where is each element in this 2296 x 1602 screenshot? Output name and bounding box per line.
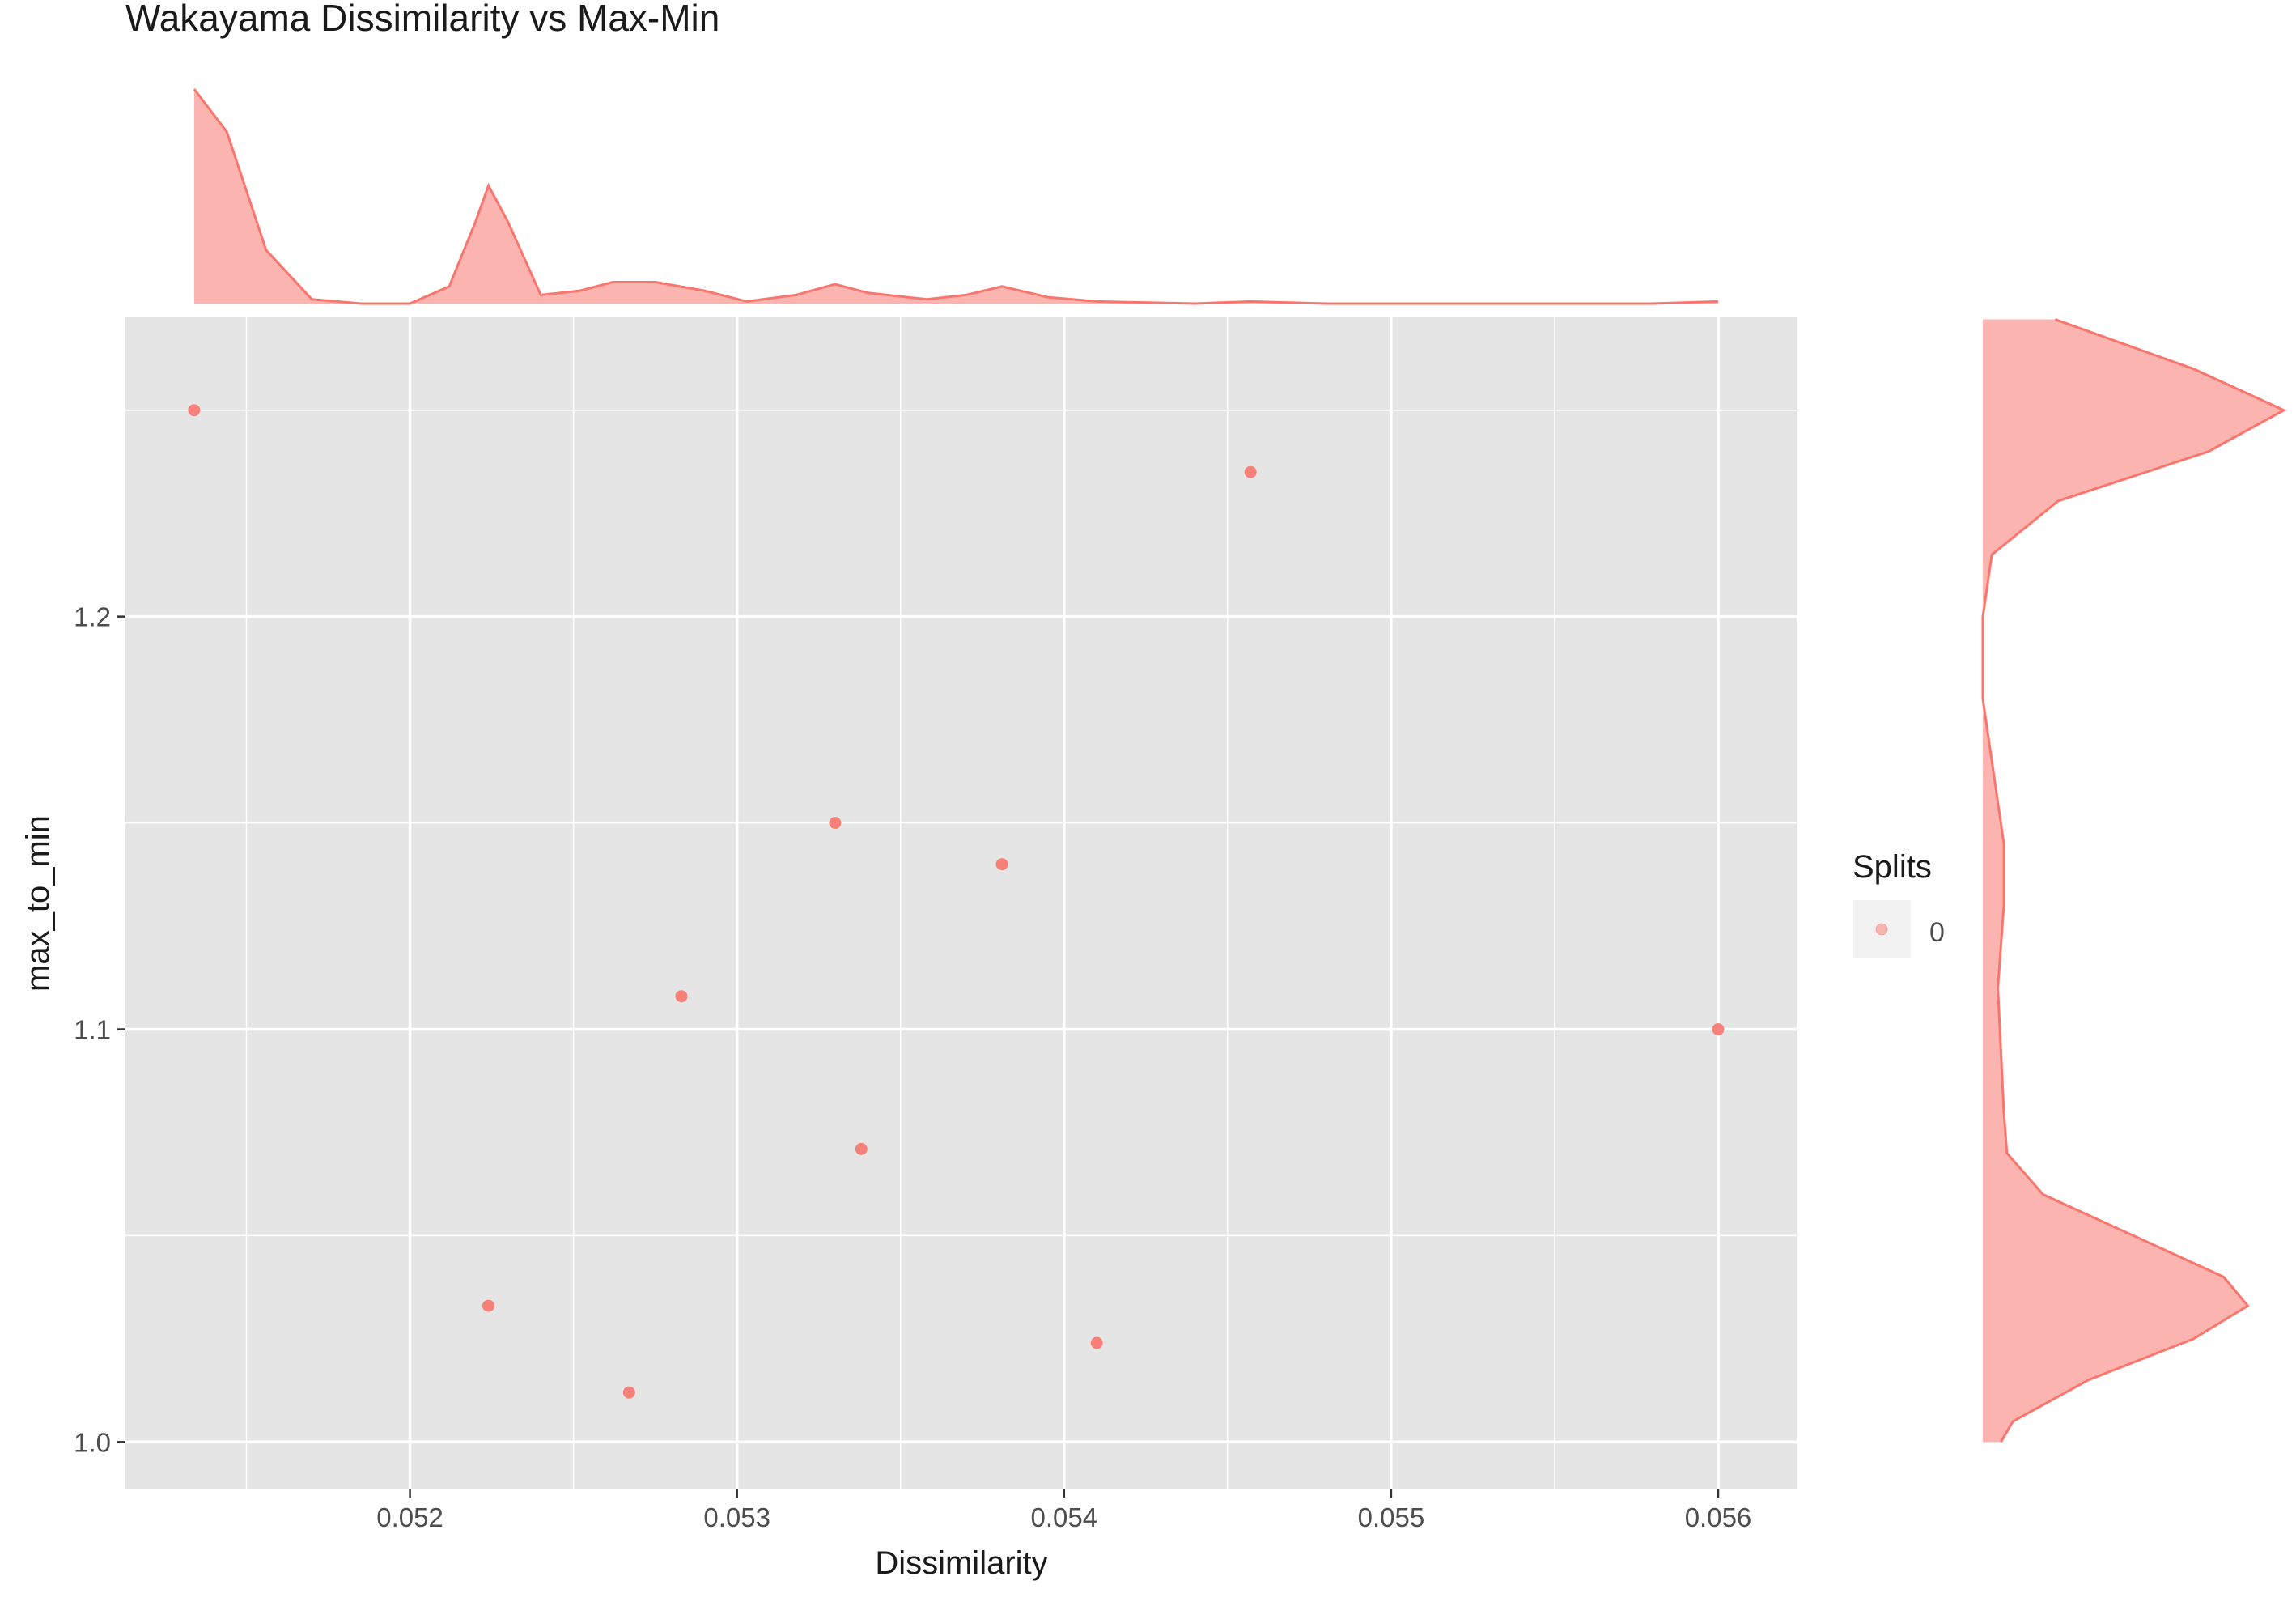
scatter-points	[188, 404, 1725, 1399]
y-axis-label: max_to_min	[20, 815, 56, 992]
chart-title: Wakayama Dissimilarity vs Max-Min	[125, 0, 719, 39]
y-density-line	[1981, 318, 2287, 1443]
legend: Splits 0	[1853, 849, 1945, 958]
scatter-point	[622, 1386, 635, 1399]
scatter-point	[1090, 1336, 1103, 1349]
scatter-point	[829, 817, 842, 830]
y-marginal-density	[1981, 318, 2287, 1443]
scatter-point	[855, 1142, 868, 1155]
x-tick-label: 0.055	[1358, 1502, 1425, 1532]
legend-entry-label: 0	[1929, 917, 1945, 948]
scatter-point	[188, 404, 201, 417]
x-axis-label: Dissimilarity	[875, 1545, 1047, 1581]
x-density-area	[193, 89, 1718, 304]
plot-panel	[125, 317, 1797, 1489]
x-marginal-density	[193, 88, 1719, 305]
x-tick-label: 0.054	[1030, 1502, 1097, 1532]
scatter-point	[1244, 465, 1257, 478]
x-tick-label: 0.056	[1685, 1502, 1752, 1532]
legend-key-point	[1875, 923, 1888, 936]
scatter-point	[675, 990, 688, 1003]
legend-title: Splits	[1853, 849, 1932, 885]
x-tick-label: 0.053	[703, 1502, 770, 1532]
y-tick-label: 1.0	[74, 1427, 111, 1457]
y-tick-label: 1.2	[74, 602, 111, 632]
axes: 0.052 0.053 0.054 0.055 0.056 1.0 1.1 1.2	[74, 602, 1751, 1532]
gridlines	[125, 317, 1797, 1489]
x-density-line	[193, 88, 1719, 305]
y-density-area	[1983, 319, 2284, 1443]
scatter-point	[1712, 1023, 1725, 1036]
x-tick-label: 0.052	[376, 1502, 443, 1532]
scatter-point	[995, 858, 1008, 871]
y-tick-label: 1.1	[74, 1015, 111, 1045]
scatter-point	[482, 1299, 495, 1312]
